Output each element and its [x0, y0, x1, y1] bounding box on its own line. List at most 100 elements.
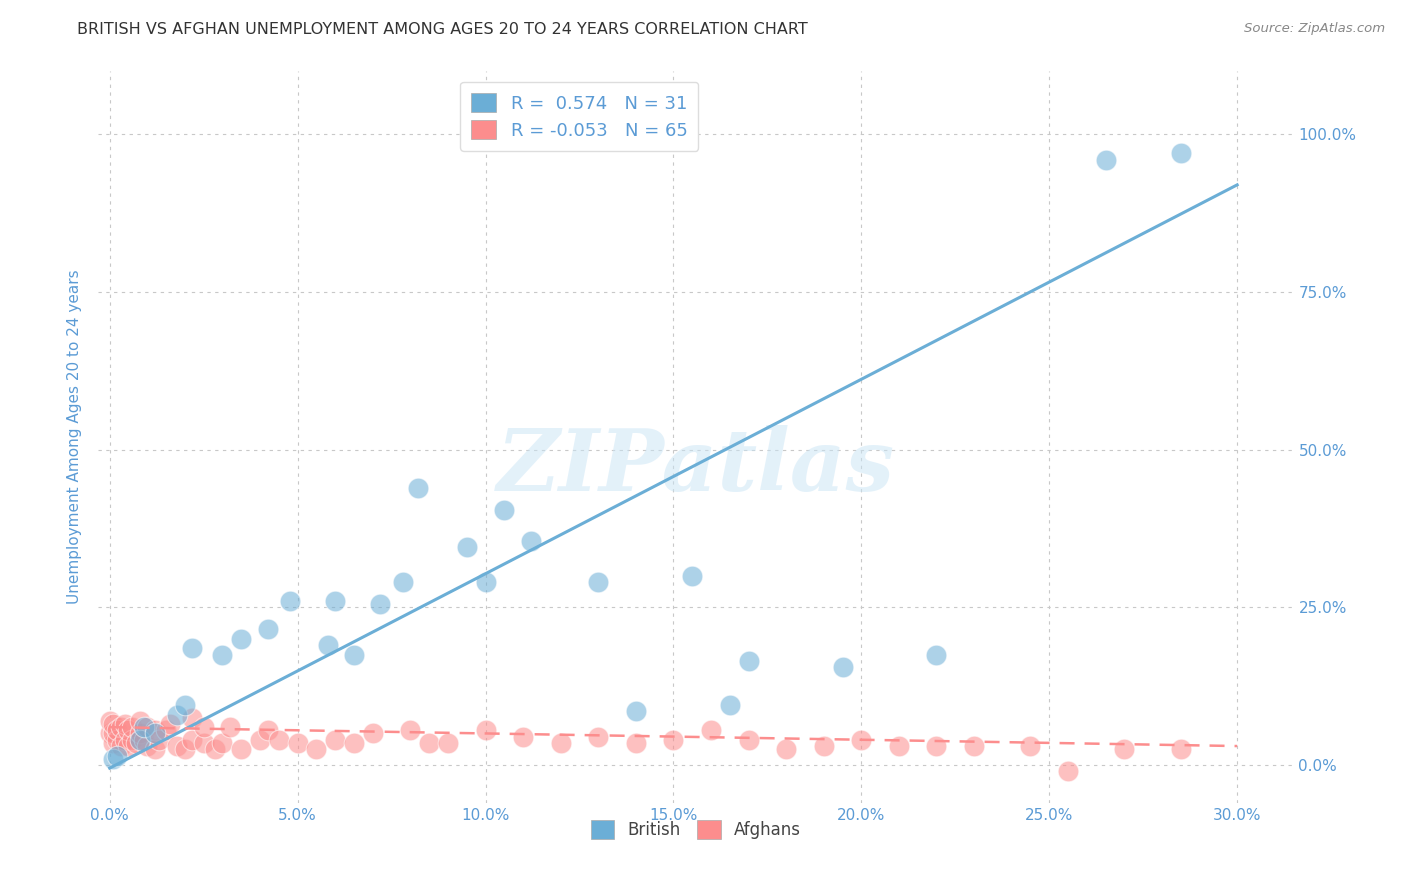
Point — [159, 717, 181, 731]
Point — [474, 575, 496, 590]
Text: BRITISH VS AFGHAN UNEMPLOYMENT AMONG AGES 20 TO 24 YEARS CORRELATION CHART: BRITISH VS AFGHAN UNEMPLOYMENT AMONG AGE… — [77, 22, 808, 37]
Point — [963, 739, 986, 753]
Point — [323, 732, 346, 747]
Point — [512, 730, 534, 744]
Point — [256, 723, 278, 738]
Point — [316, 638, 339, 652]
Point — [1170, 742, 1192, 756]
Point — [98, 726, 121, 740]
Point — [211, 648, 233, 662]
Text: Source: ZipAtlas.com: Source: ZipAtlas.com — [1244, 22, 1385, 36]
Point — [110, 739, 132, 753]
Point — [114, 717, 136, 731]
Point — [173, 742, 195, 756]
Point — [136, 720, 159, 734]
Point — [166, 739, 188, 753]
Text: ZIPatlas: ZIPatlas — [496, 425, 896, 508]
Point — [103, 736, 125, 750]
Point — [851, 732, 873, 747]
Point — [181, 711, 204, 725]
Point — [117, 723, 139, 738]
Point — [143, 742, 166, 756]
Point — [256, 623, 278, 637]
Point — [813, 739, 835, 753]
Point — [231, 742, 253, 756]
Point — [193, 736, 215, 750]
Point — [219, 720, 242, 734]
Point — [103, 752, 125, 766]
Point — [103, 726, 125, 740]
Point — [1114, 742, 1136, 756]
Point — [117, 739, 139, 753]
Point — [125, 736, 148, 750]
Point — [775, 742, 797, 756]
Point — [406, 481, 429, 495]
Point — [624, 736, 647, 750]
Point — [737, 654, 759, 668]
Point — [114, 732, 136, 747]
Point — [105, 748, 128, 763]
Point — [193, 720, 215, 734]
Point — [128, 732, 150, 747]
Point — [121, 732, 143, 747]
Point — [550, 736, 572, 750]
Point — [1057, 764, 1080, 779]
Point — [211, 736, 233, 750]
Legend: British, Afghans: British, Afghans — [583, 814, 808, 846]
Point — [588, 575, 610, 590]
Point — [267, 732, 290, 747]
Point — [204, 742, 226, 756]
Point — [128, 726, 150, 740]
Point — [474, 723, 496, 738]
Point — [105, 732, 128, 747]
Point — [155, 723, 177, 738]
Point — [662, 732, 685, 747]
Point — [173, 698, 195, 712]
Point — [136, 739, 159, 753]
Point — [305, 742, 328, 756]
Point — [166, 707, 188, 722]
Point — [399, 723, 422, 738]
Point — [1094, 153, 1116, 167]
Point — [456, 541, 478, 555]
Point — [343, 736, 366, 750]
Point — [132, 720, 155, 734]
Point — [700, 723, 723, 738]
Point — [121, 720, 143, 734]
Point — [105, 723, 128, 738]
Y-axis label: Unemployment Among Ages 20 to 24 years: Unemployment Among Ages 20 to 24 years — [66, 269, 82, 605]
Point — [831, 660, 853, 674]
Point — [887, 739, 910, 753]
Point — [925, 739, 948, 753]
Point — [718, 698, 741, 712]
Point — [103, 717, 125, 731]
Point — [588, 730, 610, 744]
Point — [343, 648, 366, 662]
Point — [143, 723, 166, 738]
Point — [132, 732, 155, 747]
Point — [323, 594, 346, 608]
Point — [681, 569, 703, 583]
Point — [1019, 739, 1042, 753]
Point — [624, 705, 647, 719]
Point — [494, 502, 516, 516]
Point — [418, 736, 440, 750]
Point — [181, 641, 204, 656]
Point — [1170, 146, 1192, 161]
Point — [249, 732, 271, 747]
Point — [110, 720, 132, 734]
Point — [361, 726, 384, 740]
Point — [148, 732, 170, 747]
Point — [392, 575, 415, 590]
Point — [143, 726, 166, 740]
Point — [519, 534, 541, 549]
Point — [181, 732, 204, 747]
Point — [368, 597, 391, 611]
Point — [128, 714, 150, 728]
Point — [437, 736, 460, 750]
Point — [287, 736, 309, 750]
Point — [98, 714, 121, 728]
Point — [231, 632, 253, 646]
Point — [278, 594, 301, 608]
Point — [737, 732, 759, 747]
